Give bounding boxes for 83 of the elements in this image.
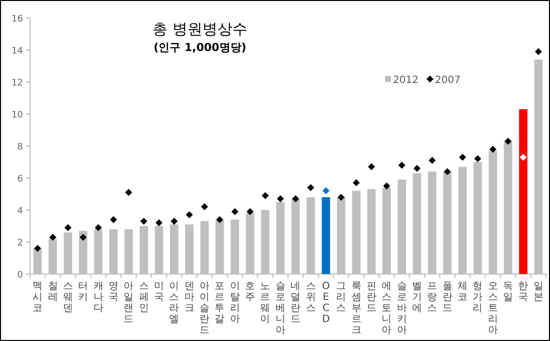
x-tick-label: 아이슬란드 [200,281,210,336]
x-tick-label: 핀란드 [366,281,376,314]
point [262,192,269,200]
point [459,154,466,161]
point [520,154,527,161]
point [140,218,148,225]
point [94,224,102,232]
text: (인구 1,000명당) [154,41,246,54]
point [170,218,178,225]
x-tick-label: 덴마크 [184,281,194,314]
x-tick-label: 헝가리 [472,281,483,314]
x-tick-label: 독일 [503,281,514,303]
chart-title: 총 병원병상수 [152,20,248,38]
x-tick-label: 아일랜드 [124,281,134,325]
x-tick-label: 슬로바키아 [396,281,407,336]
y-tick-label: 0 [17,270,24,280]
point [322,187,330,194]
point [186,211,193,218]
x-tick-label: 스페인 [138,281,149,314]
x-tick-label: 한국 [518,281,528,303]
y-tick-label: 4 [17,206,24,216]
x-tick-label: 체코 [458,281,468,303]
point [352,179,360,186]
point [34,244,42,252]
x-tick-label: 폴란드 [442,281,452,314]
x-tick-label: 스웨덴 [62,281,73,314]
x-tick-label: 오스트리아 [488,281,498,336]
point [246,208,254,216]
point [49,234,56,241]
x-tick-label: OECD [322,281,330,325]
point [80,234,87,241]
point [383,182,390,190]
point [338,194,345,201]
point [125,188,132,196]
point [534,48,542,56]
x-tick-label: 네덜란드 [290,281,301,325]
y-tick-label: 14 [12,46,24,56]
x-tick-label: 그리스 [336,281,346,314]
bar [519,109,528,274]
bar [322,197,330,274]
x-tick-label: 포르투갈 [214,281,225,325]
point [398,162,406,169]
x-tick-label: 미국 [154,281,164,303]
point [474,155,482,162]
x-tick-label: 일본 [533,281,544,303]
point [504,138,512,145]
point [110,216,117,224]
x-tick-label: 벨기에 [412,281,422,314]
point [64,224,72,232]
point [414,164,420,172]
point [307,184,314,192]
x-tick-label: 호주 [245,281,256,303]
point [216,216,224,224]
point [368,163,375,170]
legend-label: 2012 [393,75,418,86]
x-tick-label: 룩셈부르크 [351,281,362,336]
point [231,208,238,216]
y-tick-label: 6 [17,174,24,184]
x-tick-label: 칠레 [48,281,58,303]
x-tick-label: 에스토니아 [382,281,392,336]
point [292,195,300,202]
point [276,195,284,202]
legend-label: 2007 [435,75,460,86]
point [489,146,496,153]
point [201,203,208,210]
x-tick-label: 영국 [108,281,118,303]
point [156,219,162,226]
point [444,168,451,176]
x-tick-label: 스위스 [306,281,316,314]
y-tick-label: 8 [17,142,24,152]
x-tick-label: 슬로베니아 [275,281,286,336]
x-tick-label: 프랑스 [427,281,438,314]
point [428,156,436,164]
x-tick-label: 멕시코 [32,281,43,314]
y-tick-label: 2 [17,238,23,248]
y-tick-label: 12 [12,78,23,88]
x-tick-label: 터키 [78,281,88,303]
x-tick-label: 캐나다 [93,281,104,314]
x-tick-label: 이탈리아 [230,281,240,325]
y-tick-label: 16 [12,14,24,24]
x-tick-label: 노르웨이 [260,281,270,325]
y-tick-label: 10 [12,110,24,120]
x-tick-label: 이스라엘 [169,281,180,325]
